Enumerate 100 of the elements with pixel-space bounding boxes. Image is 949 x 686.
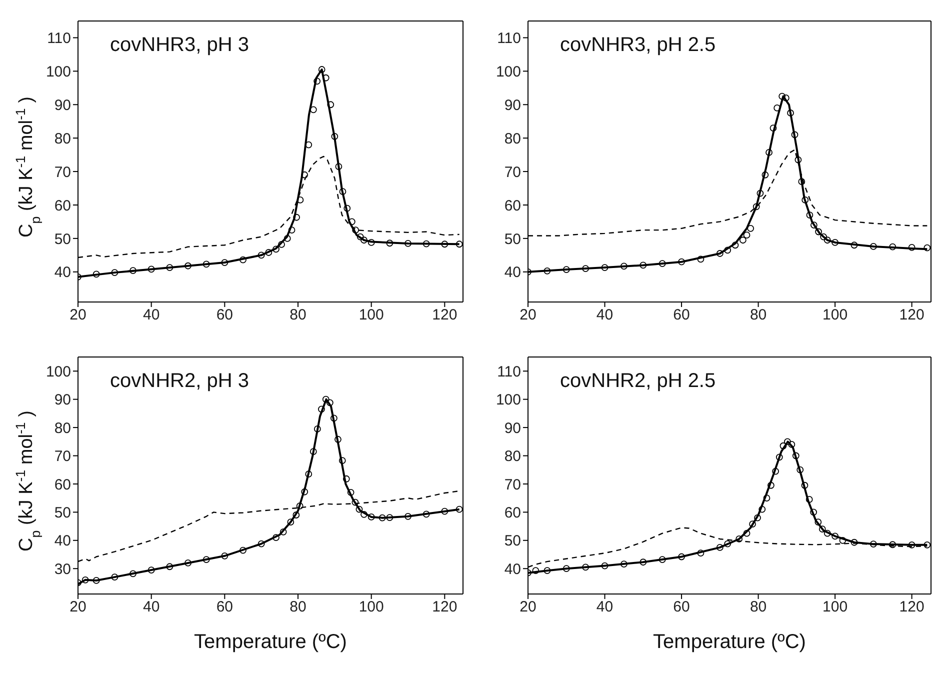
point <box>824 236 831 244</box>
point <box>258 252 265 259</box>
y-tick-label: 40 <box>54 532 71 550</box>
point <box>544 267 551 274</box>
y-tick-label: 50 <box>54 504 71 522</box>
point <box>287 518 294 526</box>
point <box>784 438 791 446</box>
x-tick-label: 80 <box>290 598 306 616</box>
point <box>288 226 296 234</box>
point <box>360 236 368 244</box>
x-tick-label: 40 <box>596 306 614 324</box>
point <box>310 448 317 455</box>
y-tick-label: 70 <box>54 164 71 181</box>
point <box>791 131 798 138</box>
point <box>292 512 300 518</box>
point <box>766 149 772 156</box>
point <box>820 233 827 240</box>
point <box>148 266 155 273</box>
y-tick-label: 80 <box>54 420 71 437</box>
y-tick-label: 110 <box>497 30 521 48</box>
point <box>456 506 463 513</box>
point <box>582 265 590 272</box>
point <box>774 104 781 112</box>
point <box>334 436 342 443</box>
y-tick-label: 40 <box>504 264 521 282</box>
point <box>284 234 291 242</box>
point <box>326 399 334 406</box>
point <box>832 532 838 540</box>
x-tick-label: 100 <box>358 306 384 324</box>
point <box>747 224 754 232</box>
point <box>796 466 804 474</box>
point <box>148 566 155 574</box>
point <box>768 482 774 489</box>
point <box>111 574 118 581</box>
point <box>716 544 724 551</box>
x-tick-label: 60 <box>673 598 690 616</box>
y-tick-label: 60 <box>54 476 71 494</box>
point <box>130 570 136 578</box>
x-tick-label: 80 <box>750 306 767 324</box>
x-tick-label: 20 <box>70 598 86 616</box>
point <box>301 171 308 178</box>
point <box>378 514 386 522</box>
point <box>772 468 780 475</box>
point <box>818 526 826 533</box>
point <box>301 488 308 496</box>
point <box>780 442 787 450</box>
point <box>202 260 210 268</box>
text: covNHR2, pH 2.5 <box>560 370 716 393</box>
point <box>314 78 321 85</box>
point <box>305 141 312 148</box>
point <box>850 242 858 249</box>
point <box>456 240 463 248</box>
y-tick-label: 100 <box>496 64 521 81</box>
point <box>889 243 896 250</box>
point <box>815 228 822 236</box>
point <box>352 226 360 234</box>
point <box>908 541 916 548</box>
y-tick-label: 90 <box>504 96 521 114</box>
point <box>778 92 786 100</box>
point <box>265 249 272 256</box>
point <box>331 132 338 140</box>
point <box>310 106 317 114</box>
point <box>810 222 818 229</box>
x-tick-label: 20 <box>520 598 536 616</box>
point <box>716 250 724 257</box>
y-tick-label: 30 <box>54 560 71 578</box>
point <box>770 124 777 132</box>
point <box>562 565 570 572</box>
point <box>240 546 246 554</box>
y-tick-label: 100 <box>496 392 521 409</box>
point <box>441 240 448 248</box>
x-axis-title: Temperature (ºC) <box>194 631 347 653</box>
point <box>889 541 896 548</box>
point <box>318 66 326 73</box>
point <box>322 396 330 403</box>
point <box>184 560 192 566</box>
point <box>258 540 265 548</box>
point <box>839 536 846 544</box>
point <box>221 552 228 560</box>
point <box>441 508 448 515</box>
point <box>640 558 647 566</box>
y-tick-label: 80 <box>54 130 71 148</box>
point <box>739 236 746 244</box>
point <box>801 482 808 489</box>
x-tick-label: 100 <box>358 598 384 616</box>
point <box>924 244 931 252</box>
point <box>792 452 800 460</box>
point <box>360 510 368 518</box>
point <box>782 94 790 102</box>
point <box>202 556 210 564</box>
point <box>924 541 931 548</box>
point <box>82 576 89 584</box>
point <box>794 156 802 164</box>
point <box>335 163 342 170</box>
x-tick-label: 120 <box>432 306 458 324</box>
point <box>810 508 818 516</box>
x-tick-label: 60 <box>216 598 234 616</box>
point <box>788 441 796 448</box>
point <box>272 246 280 253</box>
y-tick-label: 110 <box>497 363 521 380</box>
